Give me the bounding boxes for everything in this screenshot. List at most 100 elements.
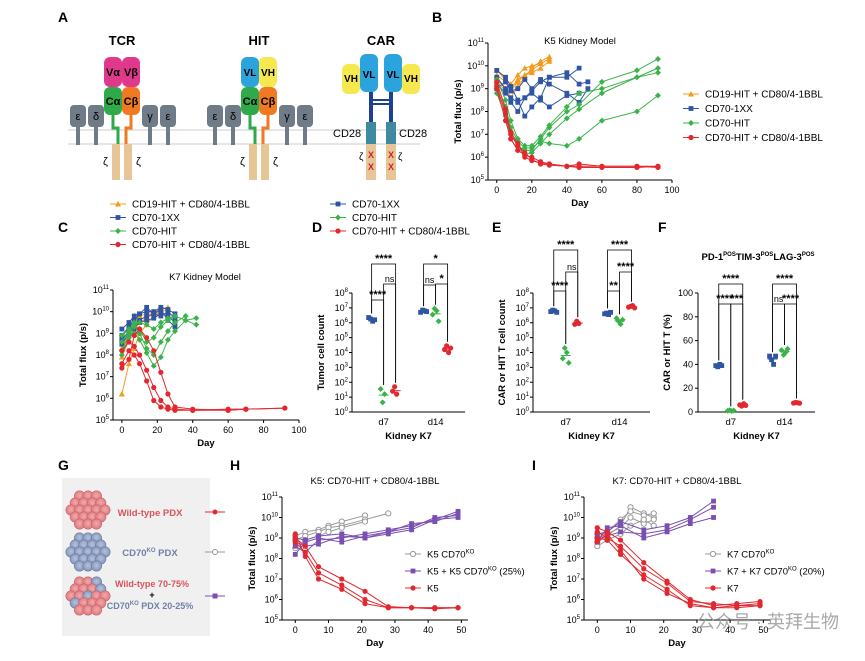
data-point xyxy=(537,60,544,67)
data-point xyxy=(618,529,623,535)
x-tick-label: 30 xyxy=(692,625,702,635)
data-point xyxy=(655,163,661,169)
data-point xyxy=(598,117,605,124)
data-point xyxy=(409,527,414,533)
legend-label: K7 xyxy=(727,584,739,595)
data-point xyxy=(503,86,508,92)
data-point xyxy=(361,518,369,525)
data-point xyxy=(282,405,288,411)
data-point xyxy=(151,397,157,404)
data-point xyxy=(641,566,647,572)
data-point xyxy=(392,384,398,390)
data-point xyxy=(641,572,647,578)
data-point xyxy=(654,92,661,99)
significance-label: **** xyxy=(716,293,734,305)
data-point xyxy=(576,81,582,87)
y-tick-label: 100 xyxy=(678,288,693,298)
data-point xyxy=(664,529,670,535)
data-point xyxy=(537,133,544,140)
data-point xyxy=(151,311,157,317)
legend-label: CD70-HIT xyxy=(352,213,397,224)
data-point xyxy=(687,521,693,527)
x-tick-label: 20 xyxy=(659,625,669,635)
data-point xyxy=(514,78,521,85)
data-point xyxy=(650,516,657,523)
legend-marker xyxy=(410,568,416,574)
hit-alpha-stalk xyxy=(248,115,257,144)
hit-calpha-domain xyxy=(241,87,259,115)
car-vl-label-left: VL xyxy=(363,70,376,81)
legend-label: K5 xyxy=(427,584,439,595)
data-point xyxy=(515,109,521,114)
y-tick-label: 102 xyxy=(335,377,349,387)
car-zeta-label-right: ζ xyxy=(398,152,403,163)
data-point xyxy=(564,93,570,98)
data-point xyxy=(769,357,774,363)
data-point xyxy=(771,362,776,367)
data-point xyxy=(711,504,716,510)
x-tick-label: 40 xyxy=(725,625,735,635)
data-point xyxy=(379,399,386,406)
data-point xyxy=(515,99,521,105)
data-point xyxy=(664,578,670,584)
wildtype-pdx-cluster xyxy=(65,490,111,530)
panel-d-chart: 100 101 102 103 104 105 106 107 108 d7 d14 Kidney K… xyxy=(316,253,465,442)
x-axis-label: Day xyxy=(571,198,589,209)
significance-bracket xyxy=(435,283,449,342)
significance-label: **** xyxy=(776,273,794,285)
legend-label: CD19-HIT + CD80/4-1BBL xyxy=(705,90,823,101)
data-point xyxy=(528,142,535,149)
data-point xyxy=(136,361,143,367)
data-point xyxy=(604,531,610,537)
significance-label: **** xyxy=(375,253,393,265)
car-receptor: VH VL VL VH CD28 CD28 XX XX ζ ζ xyxy=(333,54,427,180)
legend-label: CD19-HIT + CD80/4-1BBL xyxy=(132,200,250,211)
data-point xyxy=(521,71,528,78)
data-point xyxy=(144,317,150,323)
mixed-pdx-cluster xyxy=(65,576,111,616)
legend-label: CD70-HIT xyxy=(132,227,177,238)
data-point xyxy=(563,115,570,122)
data-point xyxy=(381,391,388,398)
y-tick-label: 1010 xyxy=(467,61,484,71)
legend-marker xyxy=(688,106,694,111)
data-point xyxy=(598,78,605,85)
data-point xyxy=(529,86,535,92)
data-point xyxy=(316,541,321,547)
data-point xyxy=(640,516,647,523)
data-point xyxy=(641,535,647,541)
data-point xyxy=(633,74,640,81)
panel-g-pdx-models: Wild-type PDX CD70KO PDX Wild-type 70-75… xyxy=(62,478,225,636)
y-tick-label: 106 xyxy=(567,595,581,605)
data-point xyxy=(631,305,638,311)
legend-label: CD70-1XX xyxy=(705,104,753,115)
significance-bracket xyxy=(383,283,397,385)
svg-text:δ: δ xyxy=(93,111,99,123)
data-point xyxy=(136,326,143,332)
data-point xyxy=(118,332,125,339)
data-point xyxy=(608,309,613,315)
data-point xyxy=(432,605,438,611)
x-tick-label: 0 xyxy=(494,185,499,195)
data-point xyxy=(432,517,438,522)
data-point xyxy=(394,391,400,397)
data-point xyxy=(564,70,570,76)
panel-f-chart: 0 20 40 60 80 100 d7 d14 Kidney K7 CAR or HIT T (… xyxy=(662,273,815,442)
panel-label-c: C xyxy=(58,219,68,235)
x-tick-label: 0 xyxy=(595,625,600,635)
data-point xyxy=(494,79,500,85)
tcr-valpha-label: Vα xyxy=(106,67,120,79)
x-tick-label: 30 xyxy=(390,625,400,635)
chart-title: K7 Kidney Model xyxy=(169,272,241,283)
data-point xyxy=(598,85,605,92)
chart-title: K5: CD70-HIT + CD80/4-1BBL xyxy=(311,476,440,487)
y-tick-label: 105 xyxy=(567,615,581,625)
series-cd70-hit-cd80-4-1bbl xyxy=(494,79,661,171)
category-label: d14 xyxy=(612,417,628,428)
legend-marker xyxy=(409,550,417,558)
data-point xyxy=(617,321,624,328)
data-point xyxy=(576,101,583,108)
data-point xyxy=(144,367,150,373)
data-point xyxy=(164,336,171,343)
